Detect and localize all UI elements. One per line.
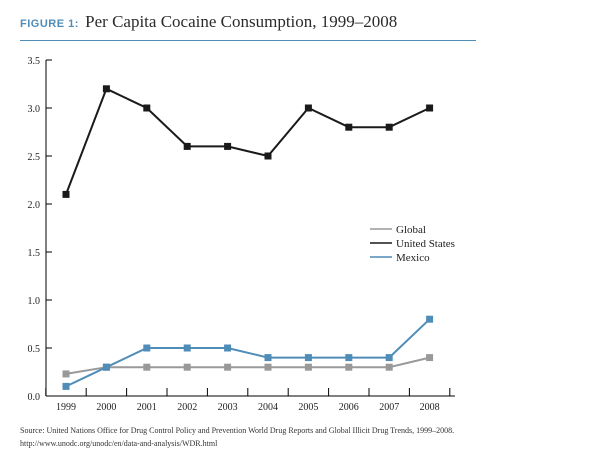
- title-rule: [20, 40, 476, 41]
- figure-tag: FIGURE 1:: [20, 18, 79, 30]
- data-point-united-states: [426, 104, 434, 112]
- data-point-mexico: [183, 344, 191, 352]
- data-point-global: [264, 363, 272, 371]
- data-point-mexico: [426, 315, 434, 323]
- data-point-united-states: [143, 104, 151, 112]
- y-tick-label: 1.5: [28, 248, 41, 259]
- data-point-global: [62, 370, 70, 378]
- x-tick-label: 2006: [339, 402, 359, 413]
- data-point-global: [224, 363, 232, 371]
- data-point-united-states: [224, 142, 232, 150]
- data-point-united-states: [102, 85, 110, 93]
- data-point-global: [345, 363, 353, 371]
- x-tick-label: 1999: [56, 402, 76, 413]
- series-line-global: [65, 356, 430, 375]
- source-note: Source: United Nations Office for Drug C…: [20, 424, 580, 450]
- y-tick-label: 3.0: [28, 104, 41, 115]
- legend-label: Global: [396, 224, 426, 236]
- x-tick-label: 2008: [420, 402, 440, 413]
- legend-label: United States: [396, 238, 455, 250]
- data-point-mexico: [385, 354, 393, 362]
- x-tick-label: 2002: [177, 402, 197, 413]
- y-tick-label: 0.0: [28, 392, 41, 403]
- series-line-united-states: [65, 87, 431, 195]
- chart-title: FIGURE 1: Per Capita Cocaine Consumption…: [20, 12, 397, 32]
- data-point-united-states: [264, 152, 272, 160]
- source-citation: Source: United Nations Office for Drug C…: [20, 426, 455, 435]
- y-tick-label: 2.0: [28, 200, 41, 211]
- data-point-united-states: [183, 142, 191, 150]
- y-tick-label: 0.5: [28, 344, 41, 355]
- x-tick-label: 2005: [298, 402, 318, 413]
- x-tick-label: 2004: [258, 402, 278, 413]
- data-point-mexico: [304, 354, 312, 362]
- y-tick-label: 3.5: [28, 56, 41, 67]
- data-point-global: [426, 354, 434, 362]
- x-tick-label: 2003: [218, 402, 238, 413]
- data-point-mexico: [62, 382, 70, 390]
- source-url: http://www.unodc.org/unodc/en/data-and-a…: [20, 439, 218, 448]
- data-point-global: [143, 363, 151, 371]
- series-line-mexico: [65, 318, 431, 388]
- y-tick-label: 1.0: [28, 296, 41, 307]
- data-point-united-states: [345, 123, 353, 131]
- data-point-global: [385, 363, 393, 371]
- data-point-united-states: [385, 123, 393, 131]
- data-point-global: [183, 363, 191, 371]
- data-point-united-states: [62, 190, 70, 198]
- data-point-united-states: [304, 104, 312, 112]
- data-point-mexico: [102, 363, 110, 371]
- legend-label: Mexico: [396, 252, 430, 264]
- y-tick-label: 2.5: [28, 152, 41, 163]
- data-point-global: [304, 363, 312, 371]
- data-point-mexico: [345, 354, 353, 362]
- data-point-mexico: [224, 344, 232, 352]
- x-tick-label: 2001: [137, 402, 157, 413]
- figure-title-text: Per Capita Cocaine Consumption, 1999–200…: [85, 12, 398, 31]
- data-point-mexico: [264, 354, 272, 362]
- x-tick-label: 2000: [96, 402, 116, 413]
- data-point-mexico: [143, 344, 151, 352]
- x-tick-label: 2007: [379, 402, 399, 413]
